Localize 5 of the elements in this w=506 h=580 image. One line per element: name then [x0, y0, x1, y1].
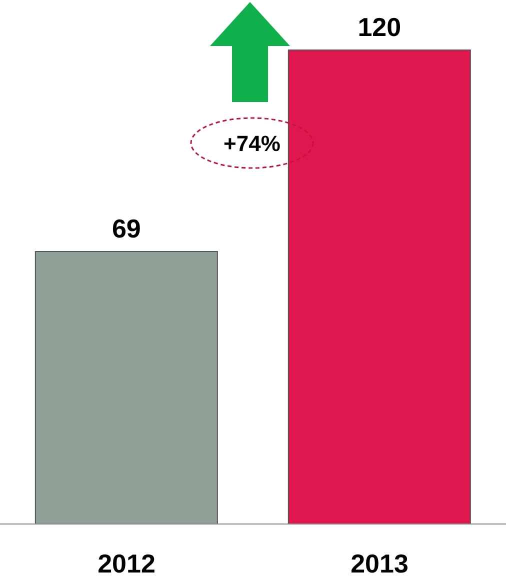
x-tick-label: 2013 — [350, 548, 408, 578]
x-tick-label: 2012 — [98, 548, 156, 578]
annotation: +74% — [224, 131, 280, 156]
data-label: 120 — [358, 12, 402, 42]
data-label: 69 — [112, 213, 141, 244]
